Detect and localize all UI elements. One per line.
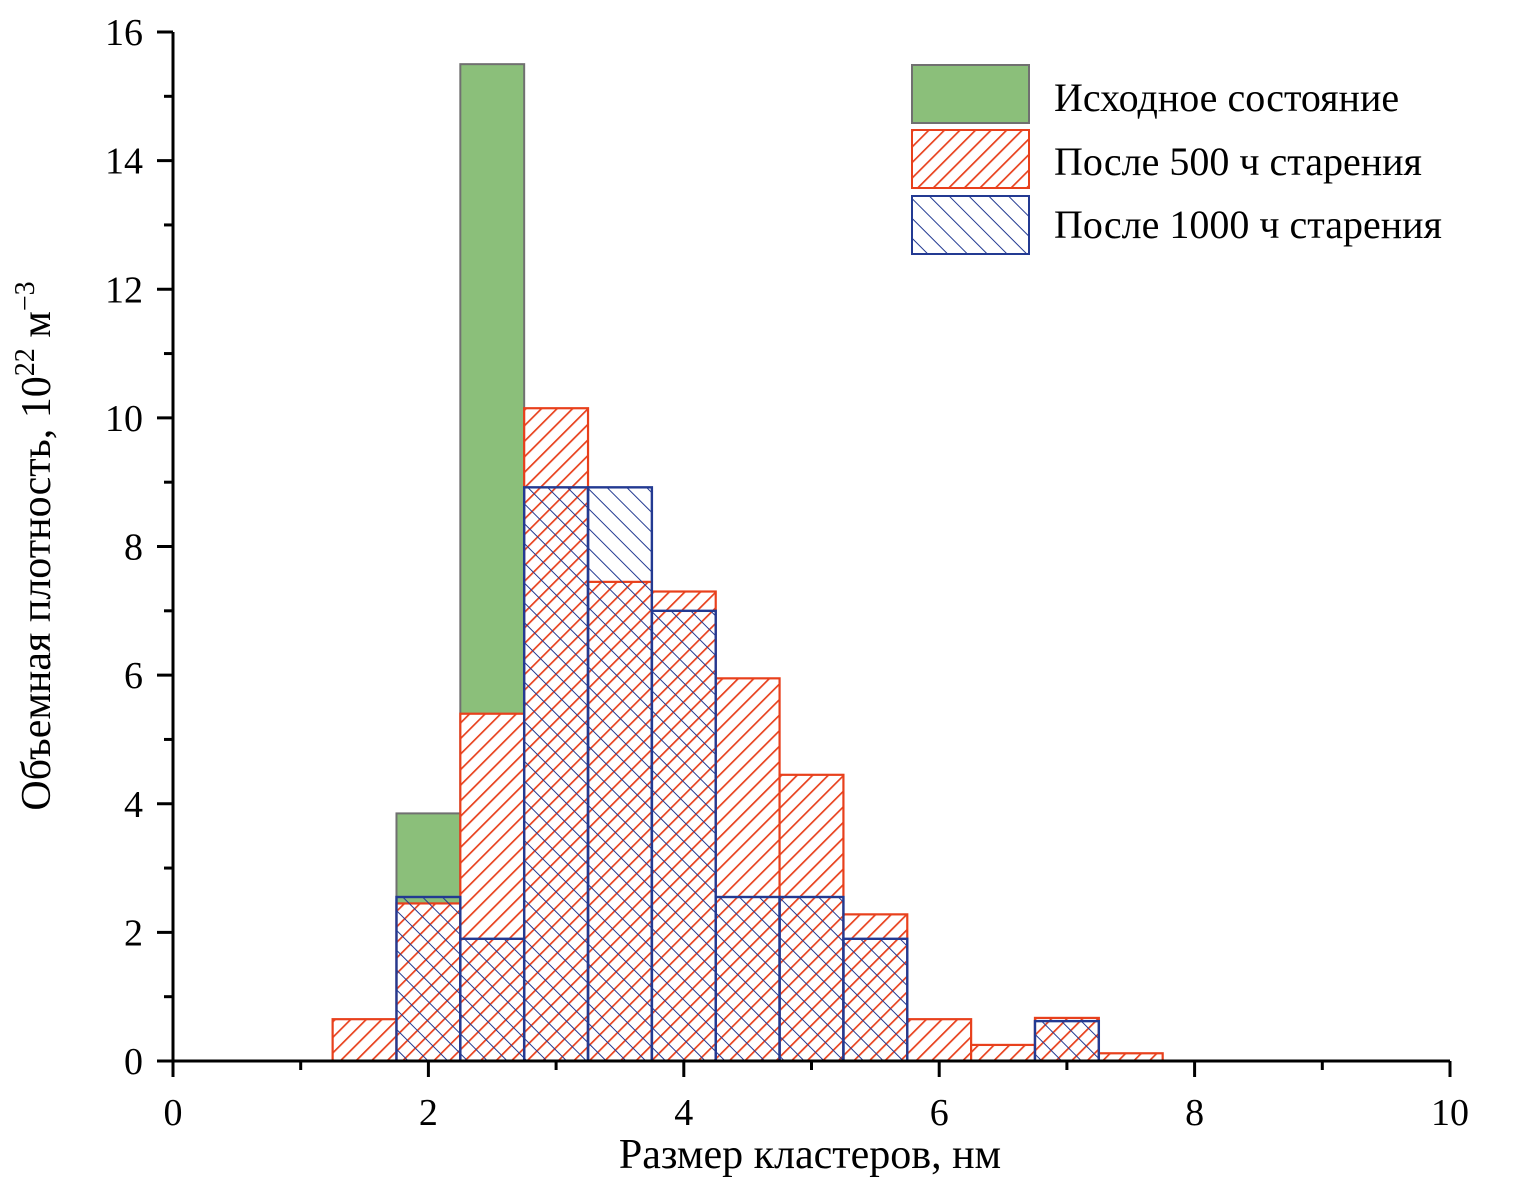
legend-item-500h: После 500 ч старения bbox=[911, 129, 1422, 189]
y-tick-label-14: 14 bbox=[105, 141, 143, 183]
y-axis-label-exponent: 22 bbox=[10, 348, 41, 376]
y-tick-label-6: 6 bbox=[124, 655, 143, 697]
y-axis-label: Объемная плотность, 1022 м−3 bbox=[10, 281, 60, 810]
axes: 0 2 4 6 8 10 0 2 4 6 8 10 12 14 16 bbox=[105, 12, 1469, 1134]
legend-swatch-1000h-hatch bbox=[911, 195, 1030, 255]
y-axis-label-unit: м bbox=[14, 311, 60, 348]
x-tick-label-2: 2 bbox=[419, 1092, 438, 1134]
series-1000h-bars bbox=[395, 486, 1101, 1063]
y-axis-label-unit-exponent: −3 bbox=[10, 281, 41, 311]
500h-bar-0 bbox=[331, 1018, 398, 1063]
1000h-bar-6 bbox=[778, 895, 845, 1063]
x-tick-label-4: 4 bbox=[674, 1092, 693, 1134]
1000h-bar-0 bbox=[395, 895, 462, 1063]
legend-item-1000h: После 1000 ч старения bbox=[911, 195, 1442, 255]
y-tick-label-12: 12 bbox=[105, 269, 143, 311]
y-tick-label-2: 2 bbox=[124, 912, 143, 954]
y-tick-label-0: 0 bbox=[124, 1041, 143, 1083]
1000h-bar-5 bbox=[714, 895, 781, 1063]
1000h-bar-2 bbox=[522, 486, 590, 1063]
y-tick-label-16: 16 bbox=[105, 12, 143, 54]
legend: Исходное состояние После 500 ч старения … bbox=[911, 64, 1442, 255]
x-axis-label: Размер кластеров, нм bbox=[619, 1132, 1001, 1178]
legend-label-initial-state: Исходное состояние bbox=[1054, 75, 1399, 120]
legend-swatch-initial-state bbox=[911, 64, 1030, 124]
x-tick-label-6: 6 bbox=[930, 1092, 949, 1134]
500h-bar-9 bbox=[906, 1018, 973, 1063]
legend-item-initial-state: Исходное состояние bbox=[911, 64, 1399, 124]
1000h-bar-1 bbox=[459, 937, 526, 1063]
y-axis-label-main: Объемная плотность, 10 bbox=[14, 376, 60, 810]
1000h-bar-3 bbox=[586, 486, 654, 1063]
y-tick-label-4: 4 bbox=[124, 784, 143, 826]
1000h-bar-7 bbox=[842, 937, 909, 1063]
x-tick-label-0: 0 bbox=[164, 1092, 183, 1134]
1000h-bar-4 bbox=[650, 609, 717, 1063]
legend-label-1000h: После 1000 ч старения bbox=[1054, 202, 1442, 247]
x-tick-label-10: 10 bbox=[1431, 1092, 1469, 1134]
legend-label-500h: После 500 ч старения bbox=[1054, 139, 1422, 184]
500h-bar-10 bbox=[970, 1043, 1037, 1063]
legend-swatch-500h bbox=[911, 129, 1030, 189]
x-tick-label-8: 8 bbox=[1185, 1092, 1204, 1134]
y-tick-label-8: 8 bbox=[124, 527, 143, 569]
1000h-bar-8 bbox=[1033, 1019, 1101, 1063]
y-tick-label-10: 10 bbox=[105, 398, 143, 440]
